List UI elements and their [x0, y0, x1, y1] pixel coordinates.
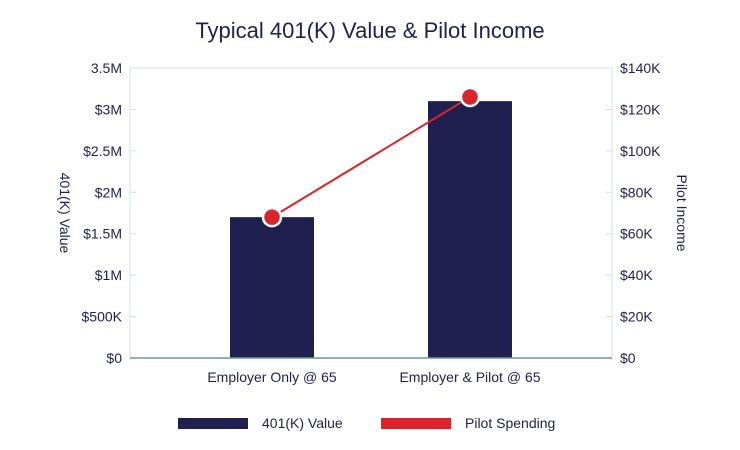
right-tick-label: $80K: [620, 184, 653, 200]
bar: [230, 217, 314, 358]
left-tick-label: $1.5M: [83, 226, 122, 242]
legend-swatch-bar: [178, 418, 248, 429]
left-tick-label: $2.5M: [83, 143, 122, 159]
legend-swatch-line: [381, 418, 451, 429]
legend-label: Pilot Spending: [465, 415, 555, 431]
line-series: [271, 96, 471, 218]
category-label: Employer & Pilot @ 65: [399, 369, 540, 385]
left-tick-label: $0: [106, 350, 122, 366]
left-tick-label: $1M: [95, 267, 122, 283]
right-tick-label: $20K: [620, 309, 653, 325]
right-tick-label: $120K: [620, 101, 661, 117]
left-tick-label: $3M: [95, 101, 122, 117]
right-tick-label: $140K: [620, 60, 661, 76]
bar: [428, 101, 512, 359]
legend-label: 401(K) Value: [262, 415, 343, 431]
category-label: Employer Only @ 65: [207, 369, 337, 385]
y2-axis-label: Pilot Income: [674, 174, 690, 251]
line-point: [459, 86, 481, 108]
left-tick-label: 3.5M: [91, 60, 122, 76]
left-tick-label: $500K: [82, 309, 123, 325]
line-point: [261, 206, 283, 228]
right-tick-label: $40K: [620, 267, 653, 283]
chart-title: Typical 401(K) Value & Pilot Income: [195, 18, 545, 43]
right-tick-label: $60K: [620, 226, 653, 242]
right-tick-label: $100K: [620, 143, 661, 159]
right-tick-label: $0: [620, 350, 636, 366]
y-axis-label: 401(K) Value: [57, 173, 73, 254]
left-tick-label: $2M: [95, 184, 122, 200]
